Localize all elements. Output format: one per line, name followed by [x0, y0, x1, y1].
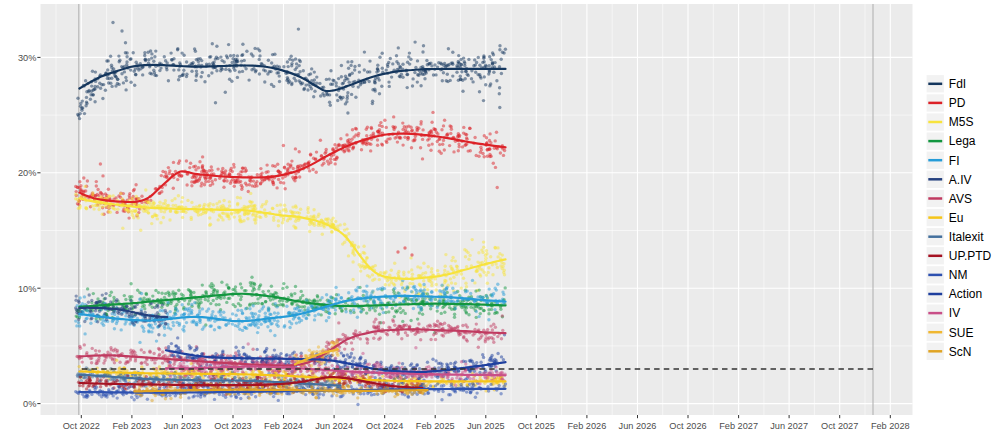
svg-text:Oct 2023: Oct 2023 [214, 421, 251, 431]
svg-text:Oct 2022: Oct 2022 [63, 421, 100, 431]
svg-text:Feb 2028: Feb 2028 [871, 421, 910, 431]
svg-text:Eu: Eu [949, 211, 964, 225]
svg-text:Jun 2023: Jun 2023 [163, 421, 201, 431]
svg-text:Oct 2024: Oct 2024 [366, 421, 403, 431]
svg-text:SUE: SUE [949, 326, 974, 340]
svg-text:IV: IV [949, 306, 960, 320]
svg-text:Feb 2023: Feb 2023 [112, 421, 151, 431]
svg-text:Jun 2025: Jun 2025 [467, 421, 505, 431]
svg-text:Feb 2024: Feb 2024 [264, 421, 303, 431]
svg-text:Feb 2025: Feb 2025 [416, 421, 455, 431]
svg-text:Lega: Lega [949, 134, 976, 148]
svg-text:Action: Action [949, 287, 982, 301]
svg-text:Jun 2026: Jun 2026 [619, 421, 657, 431]
svg-text:FI: FI [949, 154, 960, 168]
svg-text:0%: 0% [23, 399, 36, 409]
svg-text:ScN: ScN [949, 345, 972, 359]
svg-text:Jun 2024: Jun 2024 [315, 421, 353, 431]
svg-text:M5S: M5S [949, 115, 974, 129]
svg-text:A.IV: A.IV [949, 173, 972, 187]
svg-text:Oct 2025: Oct 2025 [518, 421, 555, 431]
svg-text:PD: PD [949, 96, 966, 110]
svg-text:Feb 2027: Feb 2027 [719, 421, 758, 431]
svg-text:20%: 20% [18, 168, 36, 178]
svg-text:30%: 30% [18, 53, 36, 63]
svg-text:Italexit: Italexit [949, 230, 984, 244]
svg-text:Oct 2027: Oct 2027 [821, 421, 858, 431]
svg-text:UP.PTD: UP.PTD [949, 249, 992, 263]
svg-text:NM: NM [949, 268, 968, 282]
svg-text:Oct 2026: Oct 2026 [669, 421, 706, 431]
svg-text:Jun 2027: Jun 2027 [770, 421, 808, 431]
svg-text:FdI: FdI [949, 77, 966, 91]
svg-text:Feb 2026: Feb 2026 [567, 421, 606, 431]
svg-text:AVS: AVS [949, 192, 972, 206]
svg-text:10%: 10% [18, 284, 36, 294]
